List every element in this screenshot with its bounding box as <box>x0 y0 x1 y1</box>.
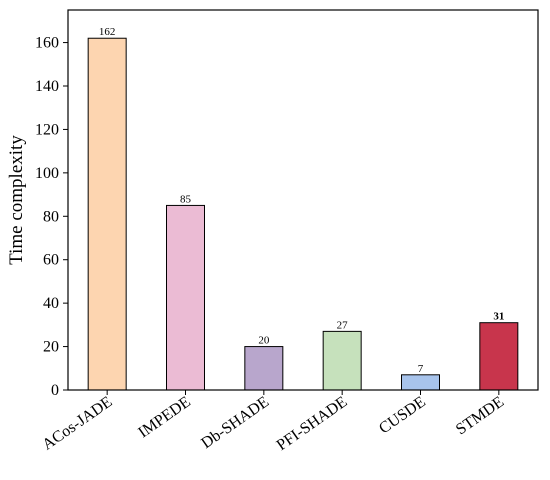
y-axis-label: Time complexity <box>6 135 27 265</box>
x-tick-label: IMPEDE <box>135 393 194 441</box>
x-tick-label: Db-SHADE <box>198 393 272 452</box>
x-tick-label: PFI-SHADE <box>274 393 351 454</box>
plot-frame <box>67 9 539 391</box>
bars <box>87 37 519 391</box>
data-label: 162 <box>99 26 116 38</box>
y-tick-label: 40 <box>43 295 59 312</box>
y-tick-label: 80 <box>43 208 59 225</box>
data-label: 7 <box>418 363 424 375</box>
y-tick-label: 100 <box>35 165 59 182</box>
y-tick-label: 140 <box>35 78 59 95</box>
x-axis-ticks: ACos-JADE IMPEDE Db-SHADE PFI-SHADE CUSDE STM… <box>39 390 507 454</box>
data-label: 31 <box>493 311 504 323</box>
bar-pfi-shade <box>322 330 362 391</box>
x-tick-label: STMDE <box>453 393 507 438</box>
bar-acos-jade <box>87 37 127 391</box>
x-tick-label: CUSDE <box>376 393 429 437</box>
data-label: 27 <box>337 319 349 331</box>
bar-impede <box>166 204 205 391</box>
data-label: 85 <box>180 193 192 205</box>
bar-cusde <box>401 374 440 391</box>
data-label: 20 <box>258 335 270 347</box>
bar-db-shade <box>244 346 284 391</box>
y-tick-label: 20 <box>43 339 59 356</box>
y-tick-label: 60 <box>43 252 59 269</box>
bar-stmde <box>479 322 519 391</box>
x-tick-label: ACos-JADE <box>39 393 115 453</box>
y-axis-ticks: 0 20 40 60 80 100 120 140 160 <box>35 35 68 399</box>
data-labels: 162 85 20 27 7 31 <box>99 26 504 375</box>
y-tick-label: 160 <box>35 35 59 52</box>
y-tick-label: 120 <box>35 121 59 138</box>
y-tick-label: 0 <box>51 382 59 399</box>
